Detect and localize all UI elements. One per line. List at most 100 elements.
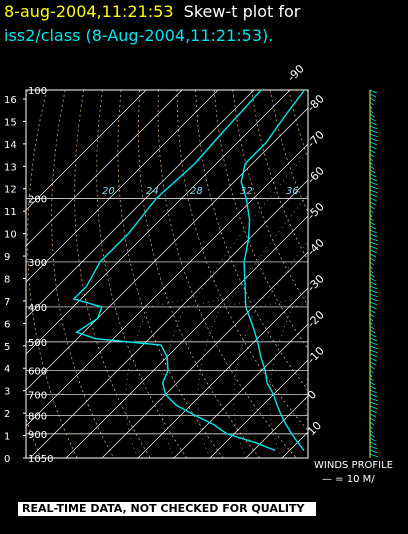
temperature-profile — [240, 89, 305, 451]
wind-barb — [369, 181, 378, 186]
wind-barb — [369, 233, 378, 238]
height-label: 4 — [4, 364, 10, 375]
height-label: 6 — [4, 319, 10, 330]
wind-barb — [369, 269, 374, 274]
wind-barb — [369, 137, 378, 142]
wind-barb — [369, 321, 373, 326]
height-label: 7 — [4, 297, 10, 308]
isotherm — [173, 323, 308, 458]
winds-scale-label: — = 10 M/ — [322, 474, 375, 485]
wind-barb — [369, 217, 374, 222]
wind-barb — [369, 369, 374, 374]
isotherm — [26, 90, 183, 247]
wind-barb — [369, 121, 377, 126]
wind-barb — [369, 433, 375, 438]
timestamp: 8-aug-2004,11:21:53 — [4, 2, 174, 21]
height-label: 15 — [4, 117, 17, 128]
moist-adiabat — [342, 90, 408, 458]
wind-barb — [369, 405, 378, 410]
isotherm — [101, 251, 308, 458]
pressure-label: 600 — [28, 366, 47, 377]
height-label: 1 — [4, 432, 10, 443]
wind-barb — [369, 445, 378, 450]
wind-barb — [369, 325, 375, 330]
wind-barb — [369, 337, 378, 342]
wind-barb — [369, 245, 378, 250]
wind-barb — [369, 453, 379, 458]
winds-profile-label: WINDS PROFILE — [314, 460, 393, 471]
temperature-label: -90 — [285, 62, 307, 84]
wind-barb — [369, 365, 375, 370]
dry-adiabat — [345, 90, 408, 458]
isotherm — [318, 90, 408, 458]
wind-barb — [369, 149, 376, 154]
dry-adiabat — [306, 90, 308, 95]
dewpoint-profile — [72, 89, 276, 452]
wind-barb — [369, 265, 373, 270]
wind-barb — [369, 361, 377, 366]
wind-barb — [369, 313, 375, 318]
pressure-label: 900 — [28, 430, 47, 441]
wind-barb — [369, 429, 374, 434]
isotherm — [390, 90, 408, 458]
wind-barb — [369, 317, 374, 322]
wind-barb — [369, 145, 377, 150]
wind-barb — [369, 165, 375, 170]
wind-barb — [369, 409, 378, 414]
chart-subtitle: iss2/class (8-Aug-2004,11:21:53). — [4, 26, 274, 45]
wind-barb — [369, 237, 379, 242]
wind-barb — [369, 257, 376, 262]
wind-barb — [369, 101, 374, 106]
wind-barb — [369, 133, 379, 138]
height-label: 13 — [4, 162, 17, 173]
wind-barb — [369, 261, 375, 266]
dry-adiabat — [157, 90, 297, 458]
moist-adiabat — [269, 303, 308, 458]
wind-barb — [369, 273, 375, 278]
wind-barb — [369, 373, 373, 378]
wind-barb — [369, 97, 376, 102]
mixing-ratio-label: 24 — [146, 186, 159, 197]
plot-frame — [25, 89, 309, 459]
dry-adiabat — [401, 90, 408, 458]
height-label: 12 — [4, 185, 17, 196]
height-label: 2 — [4, 409, 10, 420]
wind-barb — [369, 289, 378, 294]
wind-barb — [369, 209, 374, 214]
wind-barb — [369, 169, 376, 174]
height-label: 11 — [4, 207, 17, 218]
dry-adiabat — [176, 90, 308, 432]
wind-barb — [369, 213, 373, 218]
pressure-label: 800 — [28, 411, 47, 422]
wind-barb — [369, 117, 376, 122]
wind-barb — [369, 425, 373, 430]
wind-barb — [369, 253, 377, 258]
wind-barb — [369, 141, 378, 146]
isotherm — [26, 107, 308, 391]
wind-barb — [369, 377, 374, 382]
wind-barb — [369, 225, 377, 230]
wind-barb — [369, 241, 379, 246]
pressure-label: 700 — [28, 391, 47, 402]
moist-adiabat — [161, 194, 308, 458]
wind-barb — [369, 449, 378, 454]
wind-barb — [369, 381, 375, 386]
wind-barb — [369, 349, 379, 354]
quality-disclaimer: REAL-TIME DATA, NOT CHECKED FOR QUALITY — [18, 502, 316, 516]
height-label: 5 — [4, 342, 10, 353]
moist-adiabat — [305, 371, 308, 428]
isotherm — [137, 287, 308, 458]
wind-barb — [369, 153, 375, 158]
isotherm — [26, 143, 308, 427]
dry-adiabat — [117, 90, 224, 458]
isotherm — [26, 90, 219, 283]
dry-adiabat — [232, 90, 308, 307]
wind-barb — [369, 413, 377, 418]
wind-barb — [369, 437, 376, 442]
dry-adiabat — [251, 90, 308, 262]
isotherm — [26, 90, 147, 211]
height-label: 14 — [4, 140, 17, 151]
wind-barb — [369, 441, 377, 446]
chart-title: Skew-t plot for — [183, 2, 301, 21]
